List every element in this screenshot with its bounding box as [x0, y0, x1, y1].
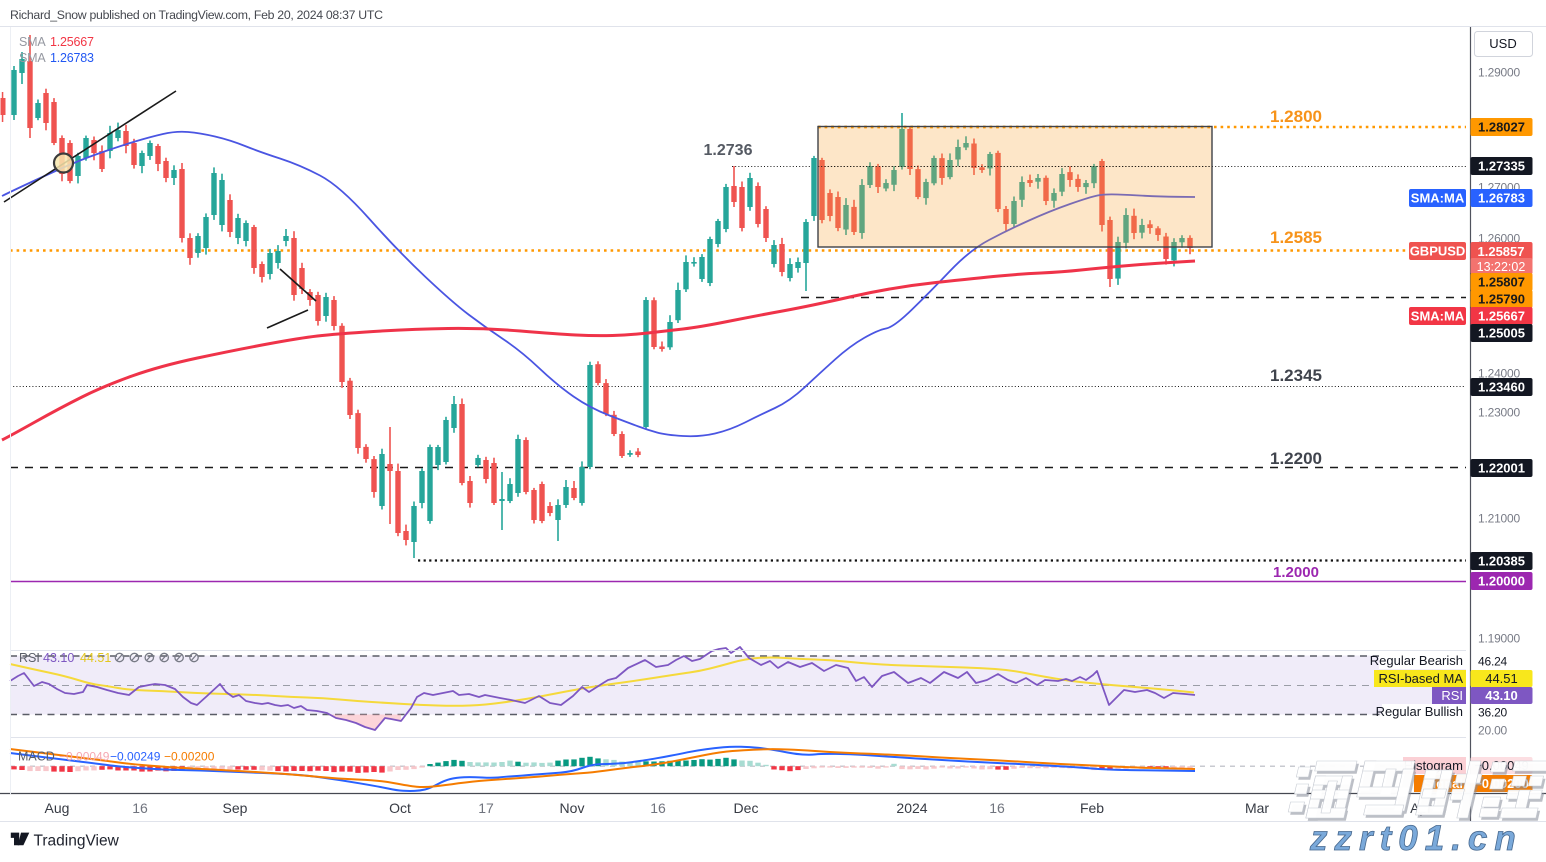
svg-text:1.22001: 1.22001	[1478, 461, 1525, 476]
svg-text:1.26783: 1.26783	[50, 51, 94, 65]
svg-text:1.20000: 1.20000	[1478, 574, 1525, 589]
svg-text:1.25005: 1.25005	[1478, 326, 1525, 341]
svg-text:1.19000: 1.19000	[1478, 632, 1521, 646]
svg-text:1.2345: 1.2345	[1270, 366, 1322, 385]
svg-text:−0.00049: −0.00049	[59, 750, 110, 764]
svg-text:−0.00249: −0.00249	[110, 750, 161, 764]
svg-text:20.00: 20.00	[1478, 724, 1508, 738]
svg-text:−0.00200: −0.00200	[164, 750, 215, 764]
svg-text:2024: 2024	[896, 800, 927, 816]
svg-text:zzrt01.cn: zzrt01.cn	[1309, 819, 1523, 857]
svg-text:1.29000: 1.29000	[1478, 66, 1521, 80]
svg-text:RSI: RSI	[19, 651, 40, 665]
svg-text:1.21000: 1.21000	[1478, 512, 1521, 526]
svg-text:Nov: Nov	[560, 800, 585, 816]
svg-text:43.10: 43.10	[43, 651, 74, 665]
svg-text:17: 17	[478, 800, 494, 816]
svg-text:Aug: Aug	[45, 800, 70, 816]
svg-text:1.24000: 1.24000	[1478, 367, 1521, 381]
svg-text:36.20: 36.20	[1478, 706, 1508, 720]
svg-text:1.25807: 1.25807	[1478, 275, 1525, 290]
svg-text:SMA:MA: SMA:MA	[1411, 309, 1465, 324]
svg-text:SMA: SMA	[19, 35, 46, 49]
svg-text:Dec: Dec	[734, 800, 759, 816]
svg-text:Oct: Oct	[389, 800, 411, 816]
svg-text:1.23460: 1.23460	[1478, 380, 1525, 395]
svg-text:SMA: SMA	[19, 51, 46, 65]
svg-text:16: 16	[650, 800, 666, 816]
svg-text:13:22:02: 13:22:02	[1477, 260, 1526, 274]
svg-text:Regular Bearish: Regular Bearish	[1370, 653, 1463, 668]
svg-text:Mar: Mar	[1245, 800, 1269, 816]
svg-text:RSI-based MA: RSI-based MA	[1378, 671, 1463, 686]
svg-text:43.10: 43.10	[1485, 688, 1518, 703]
svg-text:16: 16	[989, 800, 1005, 816]
svg-text:46.24: 46.24	[1478, 655, 1508, 669]
svg-text:1.25667: 1.25667	[50, 35, 94, 49]
svg-text:1.2736: 1.2736	[704, 142, 753, 159]
svg-text:1.2200: 1.2200	[1270, 449, 1322, 468]
svg-text:1.25857: 1.25857	[1478, 244, 1525, 259]
svg-text:Regular Bullish: Regular Bullish	[1376, 704, 1463, 719]
svg-text:1.26783: 1.26783	[1478, 191, 1525, 206]
svg-text:1.28027: 1.28027	[1478, 120, 1525, 135]
svg-text:1.23000: 1.23000	[1478, 406, 1521, 420]
svg-text:44.51: 44.51	[1485, 671, 1518, 686]
svg-text:1.27335: 1.27335	[1478, 159, 1525, 174]
svg-text:SMA:MA: SMA:MA	[1411, 191, 1465, 206]
svg-text:Sep: Sep	[223, 800, 248, 816]
svg-text:1.25667: 1.25667	[1478, 309, 1525, 324]
svg-text:44.51: 44.51	[80, 651, 111, 665]
svg-text:RSI: RSI	[1441, 688, 1463, 703]
svg-text:USD: USD	[1489, 36, 1516, 51]
svg-text:GBPUSD: GBPUSD	[1410, 244, 1466, 259]
svg-text:Richard_Snow published on Trad: Richard_Snow published on TradingView.co…	[10, 8, 383, 22]
svg-text:MACD: MACD	[18, 750, 55, 764]
svg-text:1.25790: 1.25790	[1478, 292, 1525, 307]
svg-text:Histogram: Histogram	[1404, 758, 1463, 773]
svg-text:1.2000: 1.2000	[1273, 564, 1319, 581]
svg-text:1.2800: 1.2800	[1270, 107, 1322, 126]
svg-text:16: 16	[132, 800, 148, 816]
svg-text:1.20385: 1.20385	[1478, 554, 1525, 569]
svg-text:TradingView: TradingView	[34, 833, 120, 850]
svg-text:1.2585: 1.2585	[1270, 228, 1322, 247]
svg-text:Feb: Feb	[1080, 800, 1104, 816]
